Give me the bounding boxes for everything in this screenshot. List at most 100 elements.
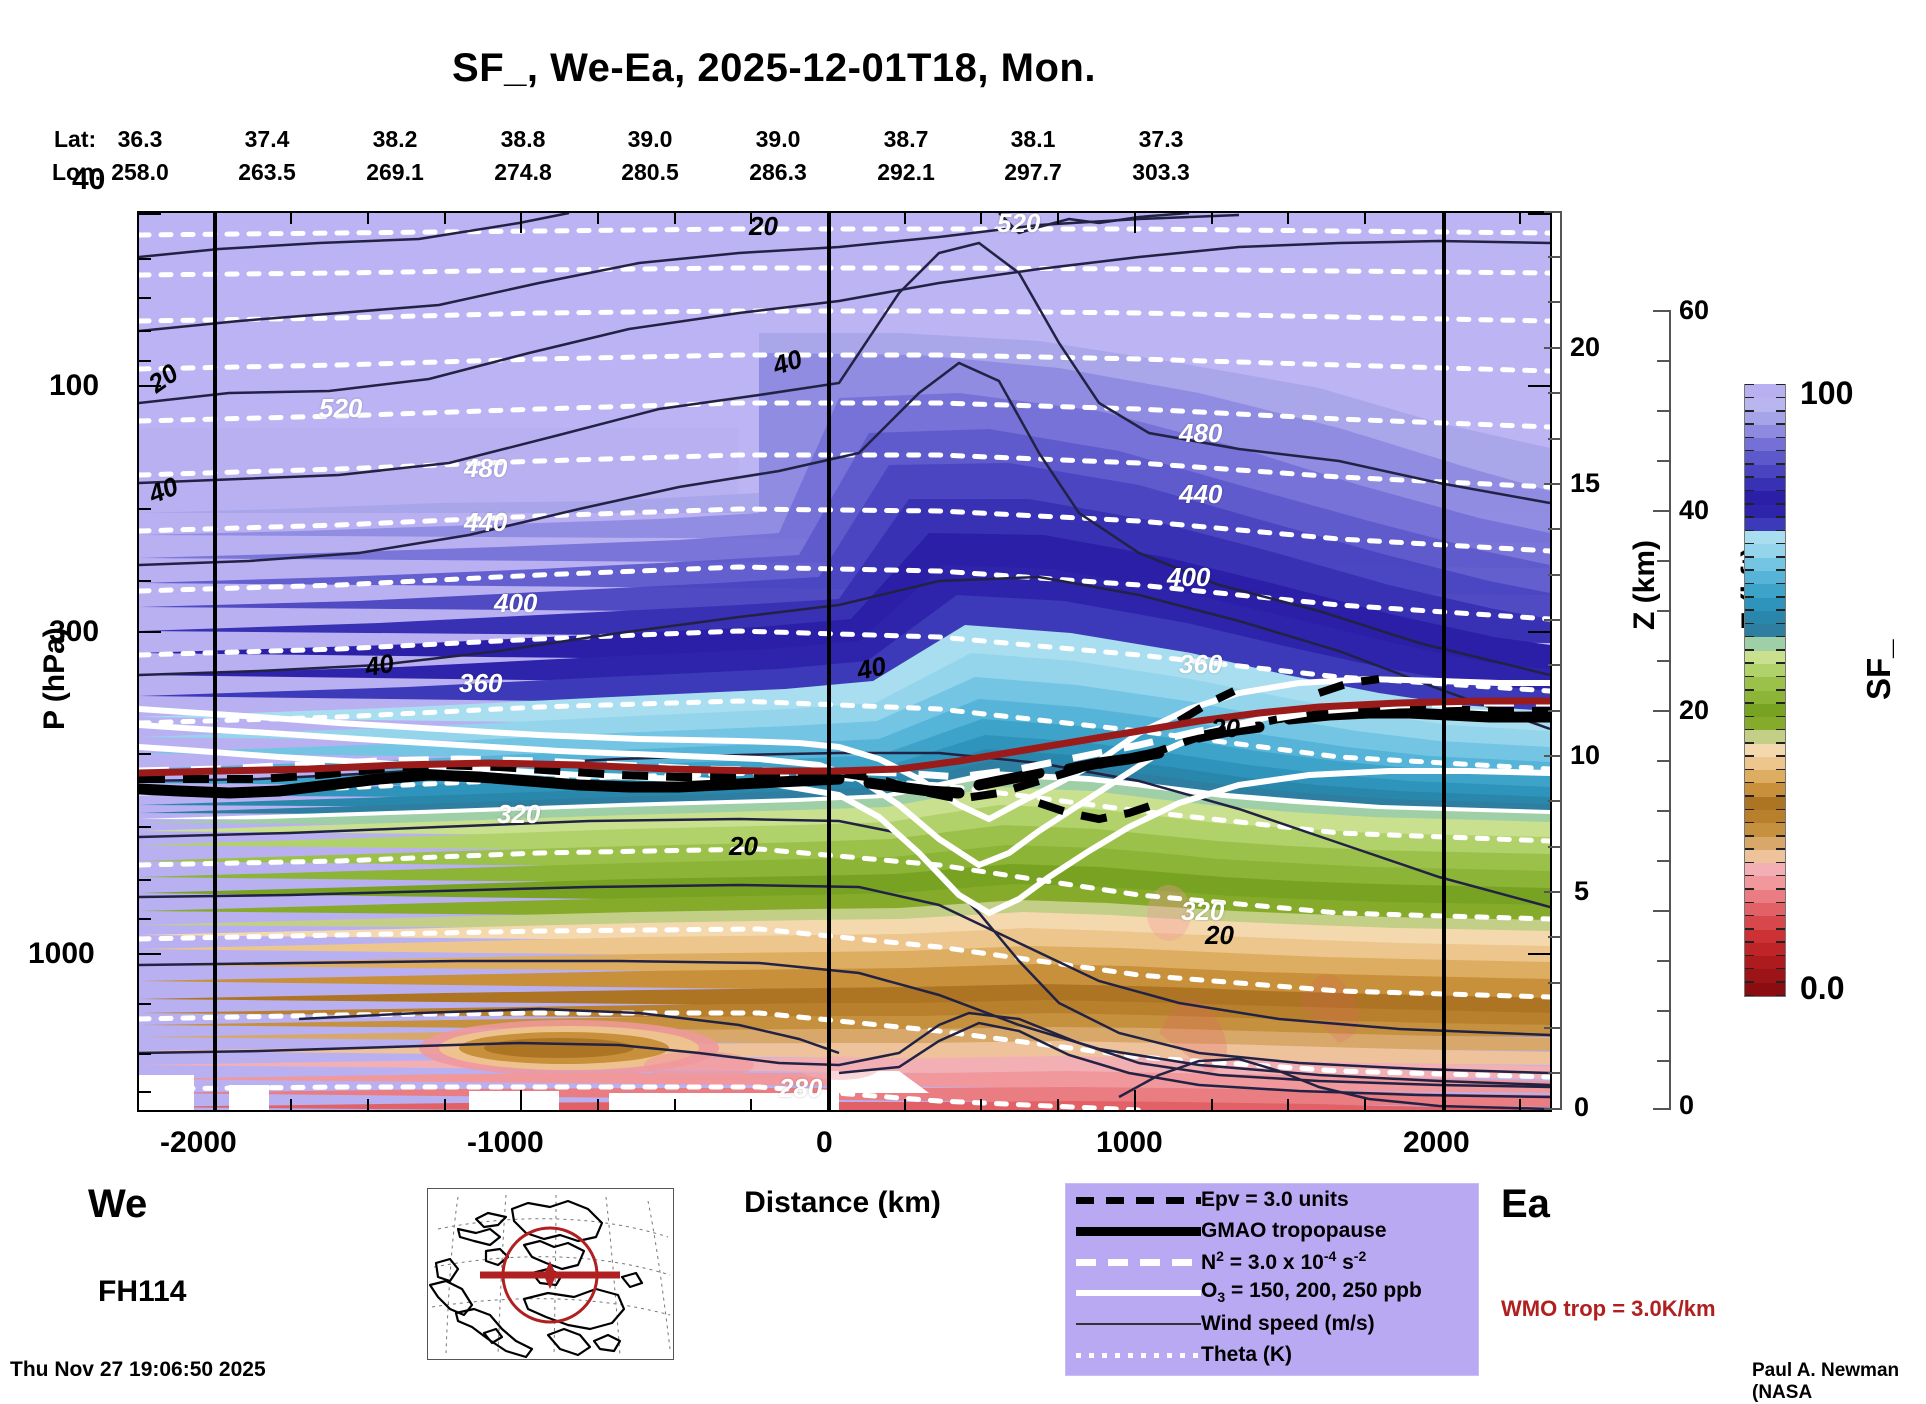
axis-tick bbox=[139, 258, 151, 260]
axis-tick bbox=[1657, 660, 1671, 662]
colorbar-segment bbox=[1745, 556, 1785, 571]
colorbar-tick bbox=[1776, 463, 1785, 465]
y-axis-title: P (hPa) bbox=[38, 627, 71, 730]
cross-section-plot[interactable]: 520 480 440 400 360 320 280 520 480 440 … bbox=[137, 211, 1552, 1112]
axis-tick bbox=[1211, 1099, 1213, 1110]
legend-item: GMAO tropopause bbox=[1066, 1215, 1478, 1246]
colorbar-tick bbox=[1776, 808, 1785, 811]
colorbar-tick bbox=[1745, 582, 1754, 585]
wind-speed-contours bbox=[139, 213, 1550, 1110]
axis-tick bbox=[1544, 211, 1562, 213]
colorbar-segment bbox=[1745, 822, 1785, 837]
colorbar-segment bbox=[1745, 530, 1785, 545]
axis-tick bbox=[213, 1090, 215, 1110]
colorbar-tick bbox=[1776, 781, 1785, 784]
colorbar-tick bbox=[1745, 622, 1754, 625]
axis-tick bbox=[750, 213, 752, 224]
axis-tick bbox=[139, 753, 151, 755]
forecast-hour-label: FH114 bbox=[98, 1275, 187, 1308]
axis-tick bbox=[1057, 1099, 1059, 1110]
wind-line-swatch bbox=[1076, 1308, 1201, 1339]
z-kft-tick-label: 0 bbox=[1679, 1090, 1695, 1120]
lat-row-label: Lat: bbox=[54, 126, 97, 152]
wind-label: 20 bbox=[1211, 713, 1240, 743]
colorbar-segment bbox=[1745, 463, 1785, 478]
colorbar-tick bbox=[1745, 781, 1754, 784]
axis-tick bbox=[1364, 1099, 1366, 1110]
colorbar-tick bbox=[1776, 795, 1785, 797]
colorbar-tick bbox=[1745, 556, 1754, 558]
colorbar-tick bbox=[1745, 662, 1754, 664]
wind-label: 40 bbox=[854, 650, 889, 686]
axis-tick bbox=[520, 1090, 522, 1110]
axis-tick bbox=[1442, 213, 1444, 233]
colorbar-tick bbox=[1776, 967, 1785, 970]
colorbar-segment bbox=[1745, 888, 1785, 904]
legend-label: N2 = 3.0 x 10-4 s-2 bbox=[1201, 1248, 1367, 1274]
z-kft-axis bbox=[1669, 310, 1671, 1108]
axis-tick bbox=[1519, 213, 1521, 224]
colorbar-segment bbox=[1745, 689, 1785, 704]
wind-label: 20 bbox=[1205, 920, 1234, 950]
timestamp-label: Thu Nov 27 19:06:50 2025 bbox=[10, 1358, 266, 1381]
axis-tick bbox=[1544, 347, 1562, 349]
y-axis-tick-label: 40 bbox=[72, 163, 106, 196]
axis-tick bbox=[1287, 213, 1289, 224]
colorbar-tick bbox=[1745, 476, 1754, 478]
colorbar-segment bbox=[1745, 450, 1785, 465]
axis-tick bbox=[367, 1099, 369, 1110]
x-axis-tick-label: 2000 bbox=[1403, 1126, 1470, 1159]
axis-tick bbox=[1211, 213, 1213, 224]
colorbar-tick bbox=[1776, 675, 1785, 678]
colorbar-tick bbox=[1745, 941, 1754, 943]
axis-tick bbox=[1528, 385, 1550, 387]
lon-value: 303.3 bbox=[1132, 159, 1190, 185]
colorbar-tick bbox=[1745, 835, 1754, 837]
tropopause-line-swatch bbox=[1076, 1215, 1201, 1246]
reference-line-east bbox=[1442, 213, 1446, 1110]
colorbar-tick bbox=[1776, 569, 1785, 571]
colorbar-tick bbox=[1745, 609, 1754, 611]
colorbar-tick bbox=[1745, 383, 1754, 385]
colorbar-tick bbox=[1745, 954, 1754, 957]
colorbar-tick bbox=[1776, 848, 1785, 850]
axis-tick bbox=[1519, 1099, 1521, 1110]
axis-tick bbox=[1528, 631, 1550, 633]
axis-tick bbox=[1653, 910, 1671, 912]
axis-tick bbox=[1548, 936, 1562, 938]
axis-tick bbox=[1544, 619, 1562, 621]
axis-tick bbox=[827, 213, 829, 233]
axis-tick bbox=[139, 508, 151, 510]
colorbar-segment bbox=[1745, 410, 1785, 425]
axis-tick bbox=[139, 918, 151, 920]
colorbar-tick bbox=[1745, 489, 1754, 492]
colorbar-tick bbox=[1745, 795, 1754, 797]
center-star-icon bbox=[533, 1261, 567, 1289]
colorbar-segment bbox=[1745, 636, 1785, 651]
colorbar-segment bbox=[1745, 795, 1785, 811]
colorbar-tick bbox=[1745, 861, 1754, 864]
location-inset-map[interactable] bbox=[427, 1188, 674, 1360]
wmo-trop-note: WMO trop = 3.0K/km bbox=[1501, 1296, 1716, 1321]
axis-tick bbox=[1548, 392, 1562, 394]
reference-line-west bbox=[213, 213, 217, 1110]
wind-label: 40 bbox=[362, 647, 397, 683]
colorbar-tick bbox=[1745, 742, 1754, 744]
theta-label: 520 bbox=[997, 211, 1041, 238]
legend-label: Theta (K) bbox=[1201, 1342, 1292, 1366]
colorbar-tick bbox=[1776, 436, 1785, 439]
colorbar-segment bbox=[1745, 423, 1785, 439]
colorbar-segment bbox=[1745, 756, 1785, 771]
legend-item: Theta (K) bbox=[1066, 1339, 1478, 1370]
colorbar-tick bbox=[1745, 821, 1754, 824]
colorbar-tick bbox=[1745, 702, 1754, 704]
reference-line-center bbox=[827, 213, 831, 1110]
colorbar[interactable] bbox=[1744, 383, 1786, 997]
axis-tick bbox=[597, 1099, 599, 1110]
theta-label: 440 bbox=[1179, 479, 1223, 509]
colorbar-tick bbox=[1745, 768, 1754, 771]
colorbar-tick bbox=[1776, 556, 1785, 558]
colorbar-min-label: 0.0 bbox=[1800, 970, 1845, 1006]
colorbar-segment bbox=[1745, 875, 1785, 890]
z-kft-tick-label: 60 bbox=[1679, 295, 1710, 325]
